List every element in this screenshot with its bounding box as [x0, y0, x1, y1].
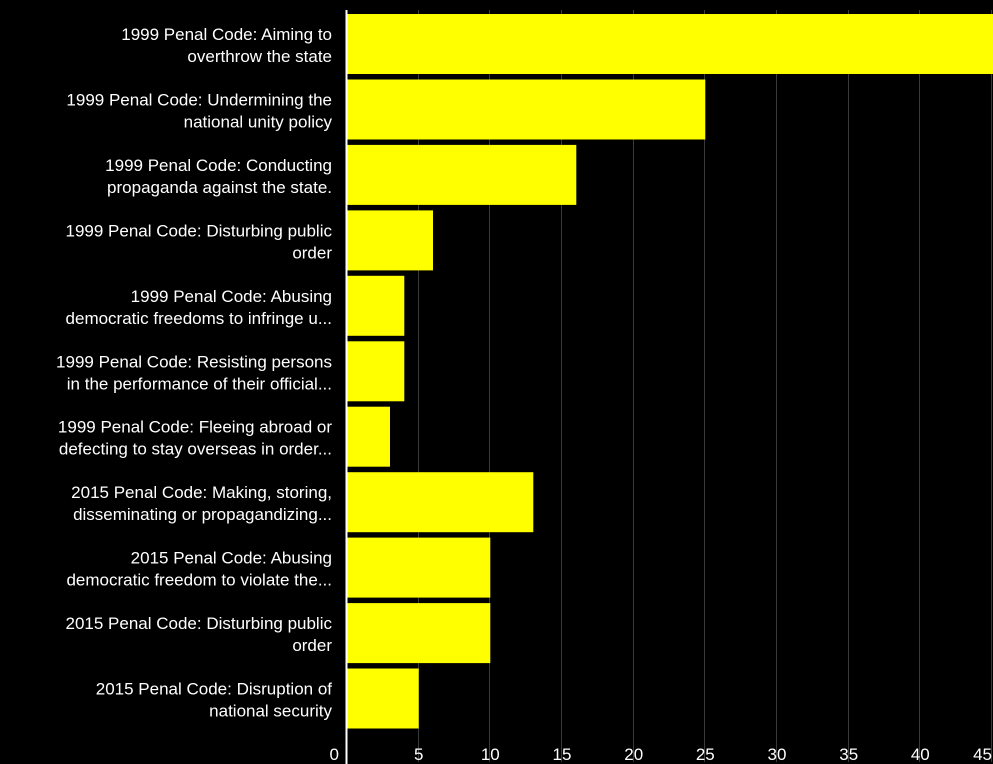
category-label-line: 2015 Penal Code: Disruption of — [96, 680, 333, 699]
category-label-line: democratic freedoms to infringe u... — [66, 309, 332, 328]
x-tick-label: 35 — [839, 745, 858, 764]
category-label: 2015 Penal Code: Disruption of national s… — [96, 680, 333, 721]
x-tick-label: 45 — [973, 745, 992, 764]
bar — [347, 472, 534, 533]
bar — [347, 537, 491, 598]
bar — [347, 603, 491, 664]
category-label: 1999 Penal Code: Disturbing public order — [65, 221, 332, 262]
category-label: 1999 Penal Code: Conducting propaganda ag… — [105, 156, 332, 197]
bar — [347, 406, 390, 467]
x-tick-labels: 0 5 10 15 20 25 30 35 40 45 — [330, 745, 992, 764]
category-label: 1999 Penal Code: Undermining the national… — [66, 91, 332, 132]
category-label-line: 2015 Penal Code: Abusing — [131, 549, 332, 568]
bar — [347, 14, 993, 74]
category-labels: 1999 Penal Code: Aiming to overthrow the … — [56, 25, 332, 721]
category-label-line: order — [292, 636, 332, 655]
x-tick-label: 10 — [481, 745, 500, 764]
category-label-line: 1999 Penal Code: Fleeing abroad or — [58, 418, 332, 437]
bar — [347, 210, 433, 271]
category-label-line: 1999 Penal Code: Abusing — [131, 287, 332, 306]
bar — [347, 79, 706, 140]
category-label: 2015 Penal Code: Making, storing, dissemi… — [71, 483, 332, 524]
category-label-line: overthrow the state — [187, 47, 332, 66]
category-label: 1999 Penal Code: Resisting persons in the… — [56, 352, 332, 393]
category-label: 1999 Penal Code: Abusing democratic freed… — [66, 287, 332, 328]
x-tick-label: 30 — [768, 745, 787, 764]
category-label-line: national unity policy — [184, 113, 333, 132]
x-tick-label: 20 — [624, 745, 643, 764]
category-label-line: democratic freedom to violate the... — [66, 571, 332, 590]
category-label-line: 2015 Penal Code: Disturbing public — [65, 614, 332, 633]
category-label-line: 2015 Penal Code: Making, storing, — [71, 483, 332, 502]
bar — [347, 144, 577, 205]
category-label: 1999 Penal Code: Aiming to overthrow the … — [121, 25, 332, 66]
category-label: 1999 Penal Code: Fleeing abroad or defect… — [58, 418, 332, 459]
category-label-line: disseminating or propagandizing... — [73, 505, 332, 524]
category-label-line: 1999 Penal Code: Conducting — [105, 156, 332, 175]
x-tick-label: 0 — [330, 745, 339, 764]
category-label-line: propaganda against the state. — [107, 178, 332, 197]
category-label: 2015 Penal Code: Disturbing public order — [65, 614, 332, 655]
bar — [347, 275, 405, 336]
category-label: 2015 Penal Code: Abusing democratic freed… — [66, 549, 332, 590]
bars — [347, 14, 993, 729]
category-label-line: 1999 Penal Code: Disturbing public — [65, 221, 332, 240]
x-tick-label: 5 — [414, 745, 423, 764]
category-label-line: order — [292, 243, 332, 262]
x-tick-label: 40 — [911, 745, 930, 764]
bar — [347, 341, 405, 402]
category-label-line: national security — [209, 702, 332, 721]
category-label-line: 1999 Penal Code: Aiming to — [121, 25, 332, 44]
category-label-line: 1999 Penal Code: Resisting persons — [56, 352, 332, 371]
category-label-line: defecting to stay overseas in order... — [59, 440, 332, 459]
category-label-line: 1999 Penal Code: Undermining the — [66, 91, 332, 110]
x-tick-label: 15 — [553, 745, 572, 764]
bar — [347, 668, 419, 729]
x-tick-label: 25 — [696, 745, 715, 764]
category-label-line: in the performance of their official... — [67, 374, 332, 393]
